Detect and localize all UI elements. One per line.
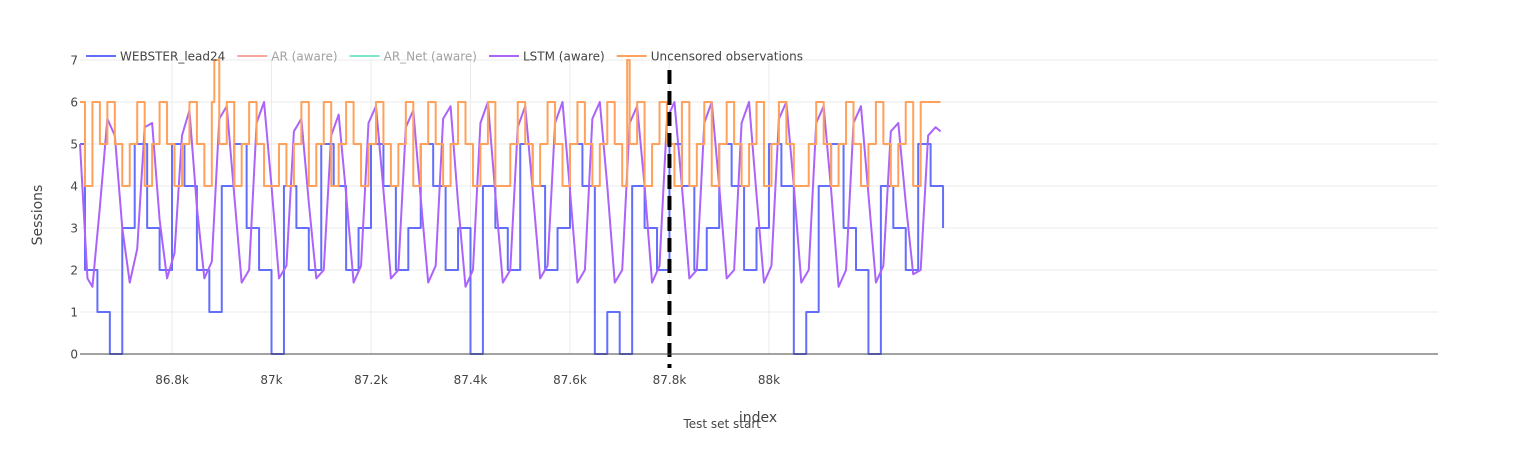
plot-area bbox=[79, 59, 945, 355]
x-tick-label: 87k bbox=[260, 373, 282, 387]
legend-item-webster-lead24[interactable]: WEBSTER_lead24 bbox=[86, 50, 225, 64]
y-tick-label: 5 bbox=[70, 138, 78, 152]
axes: 0 1 2 3 4 5 6 7 86.8k 87k 87.2k 87.4k 87.6k 87.8k 88k bbox=[70, 54, 1438, 387]
x-tick-label: 87.6k bbox=[553, 373, 587, 387]
y-tick-label: 2 bbox=[70, 264, 78, 278]
series-line-lstm-aware bbox=[79, 101, 942, 288]
y-tick-label: 7 bbox=[70, 54, 78, 68]
series-line-uncensored-observations bbox=[80, 59, 941, 187]
legend-label: WEBSTER_lead24 bbox=[120, 50, 225, 64]
legend-label: AR_Net (aware) bbox=[384, 50, 477, 64]
legend-item-uncensored-observations[interactable]: Uncensored observations bbox=[616, 50, 803, 64]
legend-item-lstm-aware[interactable]: LSTM (aware) bbox=[488, 50, 605, 64]
legend-label: Uncensored observations bbox=[651, 50, 803, 64]
y-tick-label: 6 bbox=[70, 96, 78, 110]
y-axis-title: Sessions bbox=[30, 185, 46, 246]
x-tick-label: 88k bbox=[758, 373, 780, 387]
y-tick-label: 3 bbox=[70, 222, 78, 236]
legend[interactable]: WEBSTER_lead24 AR (aware) AR_Net (aware) LS… bbox=[86, 50, 803, 64]
x-tick-label: 87.8k bbox=[653, 373, 687, 387]
test-set-start-label: Test set start bbox=[682, 417, 761, 431]
legend-item-ar-net-aware[interactable]: AR_Net (aware) bbox=[349, 50, 477, 64]
y-tick-label: 1 bbox=[70, 306, 78, 320]
x-tick-label: 87.4k bbox=[454, 373, 488, 387]
y-tick-label: 0 bbox=[70, 348, 78, 362]
legend-label: AR (aware) bbox=[271, 50, 337, 64]
annotations: Test set start bbox=[667, 70, 761, 431]
x-tick-label: 87.2k bbox=[354, 373, 388, 387]
legend-item-ar-aware[interactable]: AR (aware) bbox=[237, 50, 338, 64]
x-axis-title: index bbox=[739, 410, 777, 426]
legend-label: LSTM (aware) bbox=[523, 50, 605, 64]
y-tick-label: 4 bbox=[70, 180, 78, 194]
x-tick-label: 86.8k bbox=[155, 373, 189, 387]
